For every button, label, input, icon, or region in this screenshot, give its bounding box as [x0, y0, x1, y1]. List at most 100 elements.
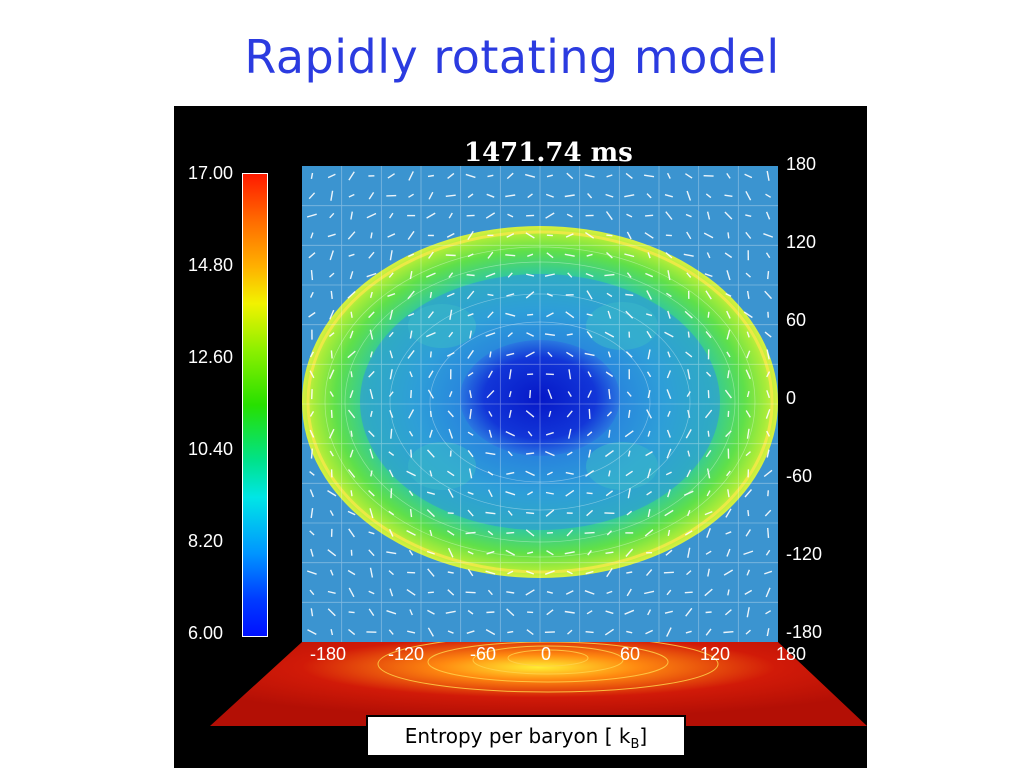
velocity-arrow: [486, 550, 495, 555]
velocity-arrow: [429, 410, 432, 417]
velocity-arrow: [545, 509, 555, 517]
velocity-arrow: [745, 410, 751, 418]
velocity-arrow: [489, 351, 492, 358]
velocity-arrow: [544, 273, 555, 277]
velocity-arrow: [445, 194, 456, 197]
velocity-arrow: [347, 231, 356, 240]
velocity-arrow: [469, 408, 472, 419]
velocity-arrow: [586, 330, 593, 339]
velocity-arrow: [727, 370, 730, 379]
velocity-arrow: [725, 430, 732, 438]
velocity-arrow: [447, 571, 454, 574]
velocity-arrow: [624, 609, 635, 615]
turbulent-structures: [408, 302, 658, 490]
velocity-arrow: [447, 470, 455, 477]
plot-grid: [302, 166, 778, 642]
velocity-arrow: [309, 471, 315, 476]
velocity-arrow: [566, 570, 573, 575]
velocity-arrow: [625, 548, 634, 557]
x-axis-tick: 180: [776, 644, 807, 664]
velocity-arrow: [687, 331, 690, 338]
velocity-arrow: [725, 292, 732, 297]
velocity-arrow: [545, 450, 555, 457]
velocity-arrow: [644, 232, 654, 239]
velocity-arrow: [487, 251, 494, 259]
velocity-arrow: [568, 369, 572, 380]
velocity-arrow: [467, 449, 474, 458]
velocity-arrow: [310, 270, 314, 281]
velocity-arrow: [427, 174, 435, 178]
velocity-arrow: [726, 270, 731, 281]
velocity-arrow: [584, 531, 595, 534]
velocity-arrow: [626, 630, 633, 634]
velocity-arrow: [448, 331, 454, 338]
velocity-arrow: [428, 191, 434, 200]
velocity-arrow: [446, 351, 455, 357]
velocity-arrow: [764, 290, 773, 300]
velocity-arrow: [369, 448, 374, 459]
velocity-arrow: [763, 233, 774, 238]
entropy-map: [302, 166, 778, 642]
velocity-arrow: [309, 411, 315, 417]
caption-text: Entropy per baryon [ k: [404, 724, 631, 748]
velocity-arrow: [487, 174, 494, 178]
velocity-arrow: [329, 250, 334, 261]
velocity-arrow: [584, 590, 595, 595]
velocity-arrow: [407, 349, 415, 359]
velocity-arrow: [409, 330, 413, 339]
velocity-arrow: [625, 172, 633, 179]
velocity-arrow: [726, 310, 731, 319]
velocity-arrow: [310, 508, 314, 519]
velocity-arrow: [429, 429, 433, 438]
velocity-arrow: [428, 251, 434, 259]
velocity-arrow: [566, 529, 574, 537]
velocity-arrow: [445, 610, 456, 614]
colorbar-tick: 12.60: [188, 347, 234, 367]
velocity-arrow: [626, 571, 633, 574]
velocity-arrow: [409, 609, 413, 616]
velocity-arrow: [604, 628, 614, 636]
velocity-arrow: [408, 430, 414, 437]
velocity-arrow: [525, 291, 535, 299]
velocity-arrow: [608, 470, 611, 477]
velocity-arrow: [487, 293, 494, 297]
velocity-arrow: [388, 570, 394, 576]
velocity-arrow: [406, 589, 416, 596]
velocity-arrow: [587, 371, 592, 378]
velocity-arrow: [687, 510, 691, 517]
velocity-arrow: [309, 351, 315, 358]
velocity-arrow: [466, 290, 475, 300]
velocity-arrow: [347, 409, 356, 419]
velocity-arrow: [545, 212, 555, 219]
velocity-arrow: [485, 511, 496, 515]
velocity-arrow: [366, 212, 377, 219]
velocity-arrow: [525, 529, 535, 537]
velocity-arrow: [329, 212, 335, 219]
velocity-arrow: [646, 193, 652, 199]
velocity-arrow: [687, 369, 691, 380]
velocity-arrow: [605, 193, 614, 198]
velocity-arrow: [704, 273, 713, 278]
velocity-arrow: [329, 510, 334, 517]
velocity-arrow: [586, 290, 593, 300]
velocity-arrow: [765, 610, 772, 615]
velocity-arrow: [706, 527, 711, 538]
velocity-arrow: [526, 452, 535, 455]
velocity-arrow: [487, 370, 494, 379]
velocity-arrow: [309, 530, 315, 536]
velocity-arrow: [347, 350, 356, 359]
velocity-arrow: [370, 470, 373, 477]
velocity-arrow: [726, 351, 731, 358]
velocity-arrow: [505, 549, 516, 556]
velocity-arrow: [447, 630, 454, 634]
velocity-arrow: [347, 569, 356, 576]
entropy-plot: [302, 166, 778, 642]
velocity-arrow: [427, 627, 435, 637]
caption-subscript: B: [630, 737, 640, 752]
velocity-arrow: [546, 591, 553, 594]
velocity-arrow: [467, 253, 474, 258]
velocity-arrow: [706, 468, 711, 479]
velocity-arrow: [487, 489, 493, 498]
velocity-arrow: [409, 509, 413, 518]
velocity-arrow: [567, 391, 572, 397]
